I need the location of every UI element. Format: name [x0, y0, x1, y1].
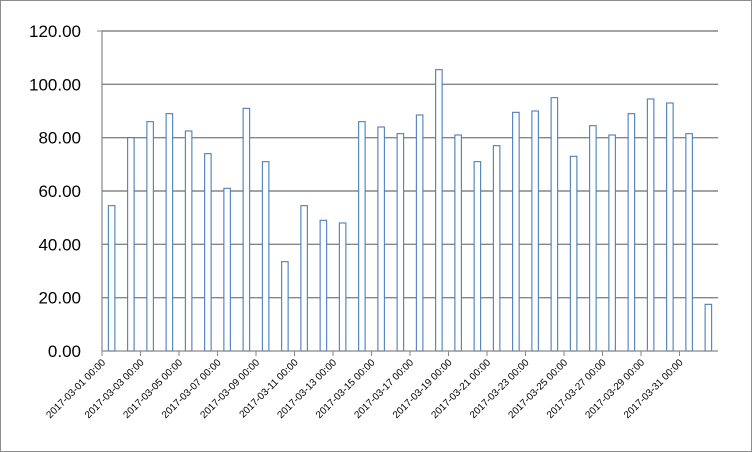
bar [646, 98, 655, 352]
bar [165, 113, 174, 352]
bar [107, 205, 116, 352]
y-tick-label: 120.00 [29, 22, 81, 41]
bar [608, 134, 616, 352]
bar [261, 161, 270, 352]
bar [454, 134, 462, 352]
bar [146, 121, 154, 352]
bar [242, 107, 251, 352]
bar [704, 303, 713, 352]
bar [550, 97, 559, 352]
bar [492, 145, 501, 352]
bar [184, 130, 193, 352]
bar [300, 205, 308, 352]
bar [512, 111, 520, 352]
y-tick-label: 60.00 [38, 182, 81, 201]
bar [396, 133, 405, 352]
bar-series [107, 69, 713, 352]
bar [319, 219, 328, 352]
bar [281, 261, 289, 352]
bar [204, 153, 212, 352]
bar [338, 222, 347, 352]
bar [685, 133, 693, 352]
y-axis-tick-labels: 0.00 20.00 40.00 60.00 80.00 100.00 120.00 [29, 22, 81, 361]
bar [127, 137, 135, 352]
y-tick-label: 80.00 [38, 129, 81, 148]
gridlines [102, 30, 718, 299]
y-tick-label: 40.00 [38, 235, 81, 254]
bar [627, 113, 636, 352]
y-tick-label: 0.00 [48, 342, 81, 361]
bar [666, 102, 674, 352]
bar [377, 126, 385, 352]
bar [531, 110, 539, 352]
bar [473, 161, 482, 352]
bar [569, 155, 578, 352]
y-tick-label: 100.00 [29, 75, 81, 94]
y-tick-label: 20.00 [38, 289, 81, 308]
bar [415, 114, 424, 352]
bar [223, 187, 231, 352]
bar [589, 125, 597, 352]
bar [358, 121, 366, 352]
bar [435, 69, 443, 352]
